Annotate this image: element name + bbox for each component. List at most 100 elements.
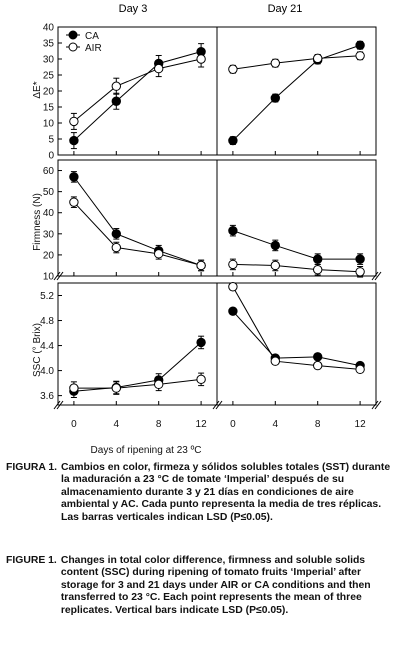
- p3-ca-point-3: [355, 254, 365, 264]
- p3-series-air-line: [232, 263, 361, 273]
- p0-air-point-2: [154, 63, 164, 74]
- p2-ytick-label-0: 10: [43, 272, 55, 283]
- caption-es-text: Cambios en color, firmeza y sólidos solu…: [61, 462, 391, 523]
- p5-series-air-line: [232, 286, 361, 370]
- axis-break-left-ssc-a: [53, 400, 61, 410]
- p1-air-point-1: [270, 58, 280, 68]
- x-tick-label-left-0: 0: [71, 419, 77, 430]
- p0-series-ca-line: [73, 51, 202, 141]
- p5-air-point-2: [313, 360, 323, 371]
- p0-air-point-3: [196, 54, 206, 64]
- legend-air-marker: [68, 42, 78, 52]
- axis-break-right-ssc-b: [374, 400, 382, 410]
- p1-air-point-3: [355, 51, 365, 61]
- p0-air-point-0: [69, 116, 79, 127]
- p2-ca-point-1: [111, 229, 122, 239]
- x-tick-label-right-1: 4: [273, 419, 279, 430]
- p4-ytick-label-3: 4.8: [40, 316, 54, 327]
- legend: CA AIR: [66, 30, 102, 54]
- caption-spanish: FIGURA 1. Cambios en color, firmeza y só…: [6, 462, 398, 524]
- axis-break-right-ssc-a: [371, 400, 379, 410]
- p3-frame: [216, 159, 377, 277]
- p5-ca-point-0: [228, 306, 238, 316]
- y-axis-label-firmness: Firmness (N): [32, 193, 43, 251]
- p4-series-ca-line: [73, 342, 202, 392]
- p5-ca-point-2: [313, 352, 323, 362]
- p2-series-air-line: [73, 201, 202, 266]
- x-tick-label-left-3: 12: [196, 419, 208, 430]
- p0-frame: [57, 26, 218, 156]
- p3-ca-point-1: [270, 240, 280, 251]
- x-tick-label-right-3: 12: [355, 419, 367, 430]
- x-tick-label-left-1: 4: [114, 419, 120, 430]
- p2-air-point-2: [154, 249, 164, 259]
- p0-ytick-label-8: 40: [43, 23, 55, 34]
- caption-es-label: FIGURA 1.: [6, 462, 57, 473]
- p3-ca-point-2: [313, 254, 323, 264]
- p3-air-point-2: [313, 264, 323, 275]
- p2-ytick-label-4: 50: [43, 187, 55, 198]
- p0-ytick-label-0: 0: [48, 151, 54, 162]
- p4-ca-point-3: [196, 337, 206, 348]
- axis-break-left-ssc-b: [56, 400, 64, 410]
- legend-ca-label: CA: [85, 31, 99, 42]
- caption-en-text: Changes in total color difference, firmn…: [60, 555, 371, 616]
- axis-break-left-firmness-a: [53, 271, 61, 281]
- p4-air-point-1: [111, 383, 122, 393]
- p4-ytick-label-2: 4.4: [40, 341, 54, 352]
- p2-ytick-label-1: 20: [43, 250, 55, 261]
- p3-ca-point-0: [228, 225, 238, 236]
- x-tick-label-left-2: 8: [156, 419, 162, 430]
- p3-air-point-1: [270, 260, 280, 271]
- p2-ytick-label-2: 30: [43, 229, 55, 240]
- caption-english: FIGURE 1. Changes in total color differe…: [6, 555, 398, 617]
- p1-ca-point-1: [270, 93, 280, 103]
- axis-break-right-firmness-b: [374, 271, 382, 281]
- p3-air-point-0: [228, 259, 238, 270]
- p0-ca-point-0: [69, 135, 79, 146]
- p4-air-point-2: [154, 379, 164, 390]
- axis-break-bottom-a: [212, 400, 220, 410]
- p0-series-air-line: [73, 58, 202, 122]
- p4-ytick-label-1: 4.0: [40, 366, 54, 377]
- axis-break-bottom-b: [215, 400, 223, 410]
- p2-ytick-label-3: 40: [43, 208, 55, 219]
- p4-series-air-line: [73, 378, 202, 389]
- p2-ca-point-0: [69, 172, 79, 182]
- panel-title-day3: Day 3: [119, 3, 148, 15]
- p0-ytick-label-3: 15: [43, 103, 55, 114]
- p1-air-point-2: [313, 53, 323, 64]
- p1-series-air-line: [232, 55, 361, 70]
- figure-svg: Day 3 Day 21 ΔE* Firmness (N) SSC (° Bri…: [32, 3, 382, 456]
- y-axis-label-ssc: SSC (° Brix): [32, 323, 43, 377]
- p2-air-point-1: [111, 242, 122, 253]
- p5-frame: [216, 282, 377, 406]
- p3-series-ca-line: [232, 230, 361, 260]
- p2-air-point-3: [196, 260, 206, 271]
- axis-break-right-firmness-a: [371, 271, 379, 281]
- x-tick-label-right-0: 0: [230, 419, 236, 430]
- p0-ytick-label-2: 10: [43, 119, 55, 130]
- p2-air-point-0: [69, 197, 79, 207]
- p1-ca-point-0: [228, 135, 238, 146]
- p1-frame: [216, 26, 377, 156]
- p3-air-point-3: [355, 267, 365, 277]
- p5-series-ca-line: [232, 310, 361, 367]
- p4-air-point-0: [69, 383, 79, 393]
- p0-ytick-label-5: 25: [43, 71, 55, 82]
- caption-en-label: FIGURE 1.: [6, 555, 57, 566]
- p4-ytick-label-4: 5.2: [40, 291, 54, 302]
- p5-air-point-3: [355, 364, 365, 375]
- p1-ca-point-3: [355, 40, 365, 50]
- y-axis-label-delta-e: ΔE*: [32, 81, 43, 98]
- p2-frame: [57, 159, 218, 277]
- p0-ytick-label-1: 5: [48, 135, 54, 146]
- p4-air-point-3: [196, 374, 206, 385]
- p0-ca-point-1: [111, 96, 122, 106]
- axis-break-left-firmness-b: [56, 271, 64, 281]
- p0-ytick-label-6: 30: [43, 55, 55, 66]
- x-axis-label: Days of ripening at 23 ºC: [91, 445, 202, 456]
- panel-title-day21: Day 21: [268, 3, 303, 15]
- p2-series-ca-line: [73, 176, 202, 266]
- legend-air-label: AIR: [85, 43, 102, 54]
